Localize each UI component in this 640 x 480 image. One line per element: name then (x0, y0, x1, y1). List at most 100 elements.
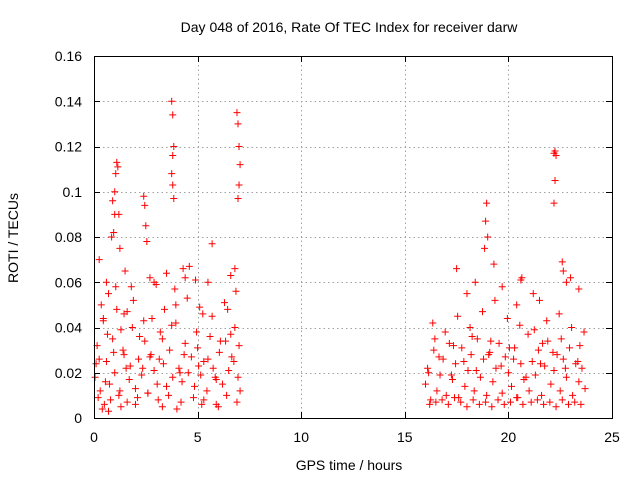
data-point (504, 369, 512, 377)
data-point (91, 373, 99, 381)
data-point (231, 265, 239, 273)
x-tick-labels: 0 5 10 15 20 25 (90, 429, 620, 445)
data-point (528, 357, 536, 365)
x-tick-label: 0 (90, 429, 98, 445)
data-point (110, 228, 118, 236)
data-point (559, 355, 567, 363)
data-point (227, 330, 235, 338)
data-point (148, 314, 156, 322)
data-point (492, 364, 500, 372)
data-point (559, 267, 567, 275)
data-point (103, 330, 111, 338)
data-point (185, 262, 193, 270)
data-point (117, 326, 125, 334)
data-point (224, 305, 232, 313)
data-point (203, 387, 211, 395)
x-tick-label: 5 (194, 429, 202, 445)
data-point (578, 364, 586, 372)
data-point (168, 170, 176, 178)
data-point (447, 371, 455, 379)
data-point (544, 337, 552, 345)
data-point (234, 120, 242, 128)
data-point (153, 380, 161, 388)
data-point (517, 360, 525, 368)
data-point (192, 276, 200, 284)
data-point (562, 278, 570, 286)
data-point (208, 240, 216, 248)
data-point (120, 351, 128, 359)
y-tick-label: 0.02 (55, 365, 82, 381)
data-point (189, 394, 197, 402)
data-point (146, 353, 154, 361)
data-point (452, 360, 460, 368)
data-point (150, 366, 158, 374)
chart-title: Day 048 of 2016, Rate Of TEC Index for r… (181, 19, 519, 35)
data-point (236, 161, 244, 169)
data-point (171, 285, 179, 293)
data-point (463, 403, 471, 411)
data-point (183, 294, 191, 302)
data-point (105, 290, 113, 298)
data-point (105, 407, 113, 415)
data-point (195, 362, 203, 370)
data-point (577, 400, 585, 408)
data-point (498, 389, 506, 397)
grid (94, 56, 612, 418)
data-point (230, 357, 238, 365)
x-tick-label: 25 (604, 429, 620, 445)
data-point (158, 335, 166, 343)
data-point (567, 274, 575, 282)
data-point (510, 355, 518, 363)
data-point (236, 387, 244, 395)
data-point (214, 403, 222, 411)
data-point (468, 333, 476, 341)
data-point (158, 403, 166, 411)
data-point (197, 371, 205, 379)
data-point (170, 195, 178, 203)
data-point (159, 360, 167, 368)
data-point (557, 335, 565, 343)
data-point (558, 396, 566, 404)
data-point (472, 366, 480, 374)
y-tick-label: 0.14 (55, 93, 82, 109)
x-tick-label: 20 (501, 429, 517, 445)
data-point (198, 400, 206, 408)
data-point (558, 258, 566, 266)
data-point (522, 373, 530, 381)
data-point (114, 163, 122, 171)
data-point (98, 405, 106, 413)
data-point (431, 335, 439, 343)
data-point (140, 317, 148, 325)
data-point (513, 394, 521, 402)
data-point (527, 398, 535, 406)
data-point (155, 355, 163, 363)
data-point (427, 396, 435, 404)
data-point (211, 373, 219, 381)
data-point (165, 391, 173, 399)
data-point (525, 387, 533, 395)
data-point (154, 396, 162, 404)
data-point (173, 405, 181, 413)
data-point (127, 283, 135, 291)
data-point (537, 360, 545, 368)
data-point (494, 396, 502, 404)
data-point (489, 378, 497, 386)
data-point (204, 278, 212, 286)
data-point (111, 188, 119, 196)
data-point (490, 260, 498, 268)
data-point (483, 199, 491, 207)
data-point (464, 366, 472, 374)
data-point (172, 319, 180, 327)
data-point (111, 369, 119, 377)
axis-ticks (94, 56, 613, 419)
y-tick-label: 0 (74, 410, 82, 426)
data-point (107, 396, 115, 404)
data-point (180, 351, 188, 359)
x-tick-label: 10 (293, 429, 309, 445)
data-point (516, 321, 524, 329)
data-point (533, 396, 541, 404)
data-point (136, 333, 144, 341)
data-point (444, 400, 452, 408)
data-point (552, 152, 560, 160)
